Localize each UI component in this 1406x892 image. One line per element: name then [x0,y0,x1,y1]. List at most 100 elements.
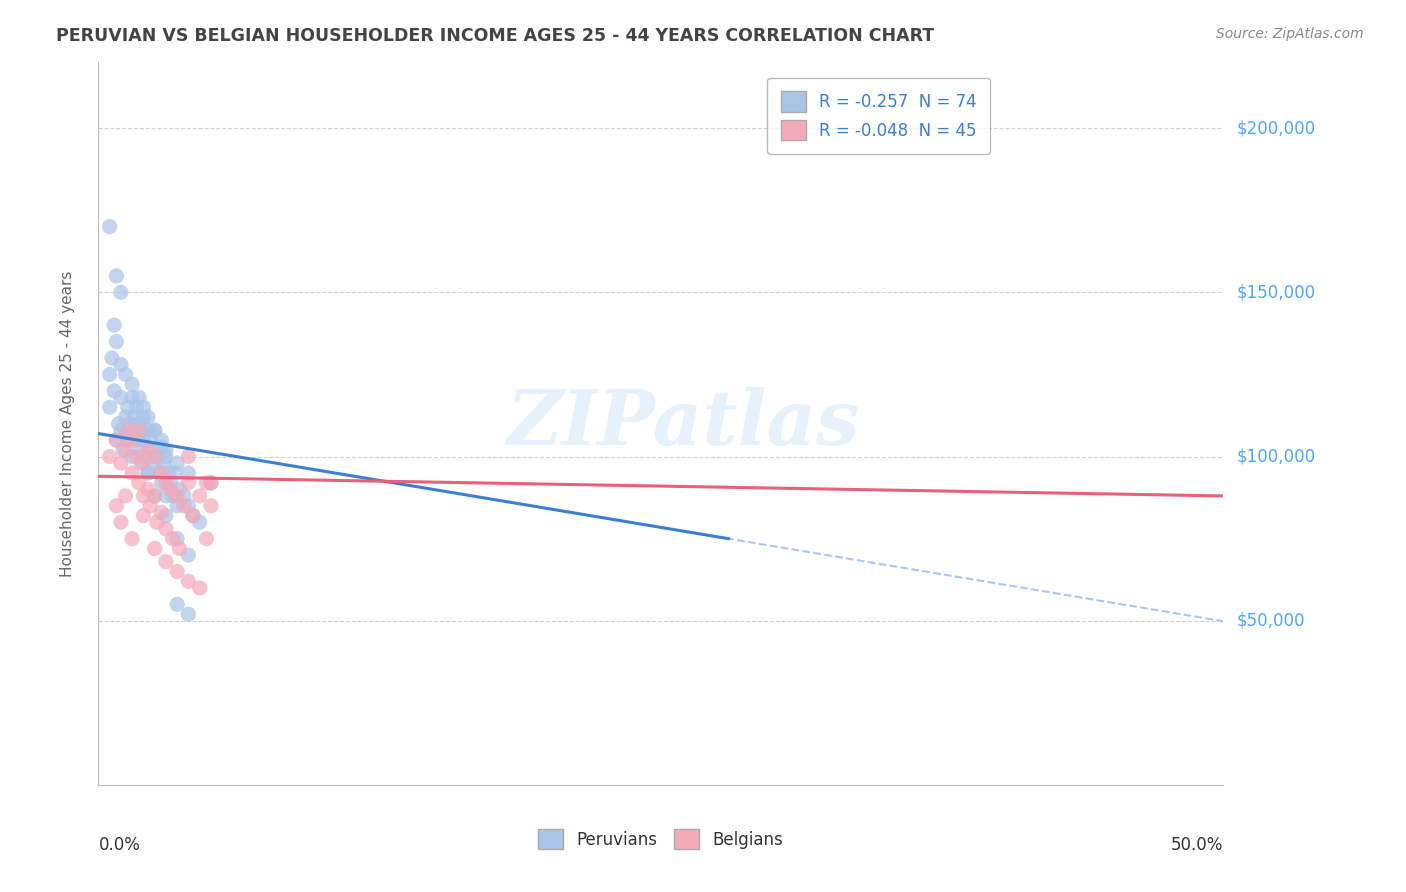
Point [159,483,181,497]
Point [155,555,177,569]
Point [155,508,177,523]
Point [105,433,128,447]
Point [152,456,174,470]
Point [110,358,132,372]
Point [121,450,143,464]
Point [181,508,204,523]
Point [121,377,143,392]
Point [105,433,128,447]
Point [136,466,159,480]
Point [110,456,132,470]
Text: $100,000: $100,000 [1237,448,1316,466]
Point [101,351,124,365]
Point [188,489,211,503]
Point [155,522,177,536]
Point [114,442,136,457]
Text: 50.0%: 50.0% [1171,836,1223,854]
Point [105,268,128,283]
Text: $50,000: $50,000 [1237,612,1306,630]
Text: Source: ZipAtlas.com: Source: ZipAtlas.com [1216,27,1364,41]
Point [181,508,204,523]
Point [135,450,157,464]
Point [110,423,132,437]
Point [166,532,188,546]
Point [136,483,159,497]
Point [195,475,218,490]
Point [132,508,155,523]
Point [103,384,125,398]
Point [143,489,166,503]
Point [163,466,186,480]
Text: $200,000: $200,000 [1237,120,1316,137]
Point [136,410,159,425]
Y-axis label: Householder Income Ages 25 - 44 years: Householder Income Ages 25 - 44 years [60,270,75,577]
Point [200,499,222,513]
Point [166,489,188,503]
Point [114,489,136,503]
Point [124,410,146,425]
Point [128,442,150,457]
Point [121,433,143,447]
Point [177,466,200,480]
Point [143,423,166,437]
Point [128,417,150,431]
Point [110,515,132,529]
Point [125,401,148,415]
Point [150,475,173,490]
Point [141,442,163,457]
Point [103,318,125,333]
Point [143,450,166,464]
Point [107,417,129,431]
Point [114,368,136,382]
Point [150,505,173,519]
Point [129,456,152,470]
Point [128,423,150,437]
Point [148,466,170,480]
Point [162,532,184,546]
Point [162,489,184,503]
Point [129,423,152,437]
Point [124,423,146,437]
Point [166,565,188,579]
Point [125,450,148,464]
Point [177,450,200,464]
Point [132,489,155,503]
Point [118,417,141,431]
Point [121,391,143,405]
Point [105,334,128,349]
Point [169,483,191,497]
Point [166,598,188,612]
Point [155,442,177,457]
Point [177,574,200,589]
Point [121,466,143,480]
Point [159,475,181,490]
Point [98,219,121,234]
Point [169,541,191,556]
Point [146,515,169,529]
Point [128,475,150,490]
Point [125,433,148,447]
Point [143,423,166,437]
Point [110,391,132,405]
Point [132,433,155,447]
Point [117,423,139,437]
Point [177,499,200,513]
Point [155,489,177,503]
Point [139,433,162,447]
Point [121,532,143,546]
Point [200,475,222,490]
Point [177,548,200,562]
Point [200,475,222,490]
Point [114,410,136,425]
Point [132,456,155,470]
Legend: Peruvians, Belgians: Peruvians, Belgians [531,822,790,856]
Point [98,368,121,382]
Point [136,466,159,480]
Point [166,456,188,470]
Point [188,581,211,595]
Point [143,489,166,503]
Point [143,456,166,470]
Point [177,475,200,490]
Point [112,442,135,457]
Point [150,433,173,447]
